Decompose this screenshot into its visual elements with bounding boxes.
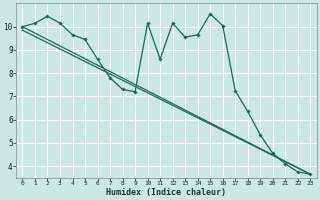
X-axis label: Humidex (Indice chaleur): Humidex (Indice chaleur) [106, 188, 226, 197]
